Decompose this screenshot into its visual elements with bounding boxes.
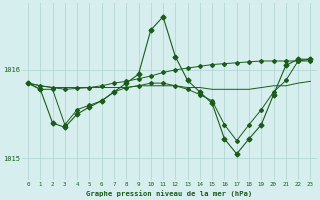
X-axis label: Graphe pression niveau de la mer (hPa): Graphe pression niveau de la mer (hPa) — [86, 190, 252, 197]
